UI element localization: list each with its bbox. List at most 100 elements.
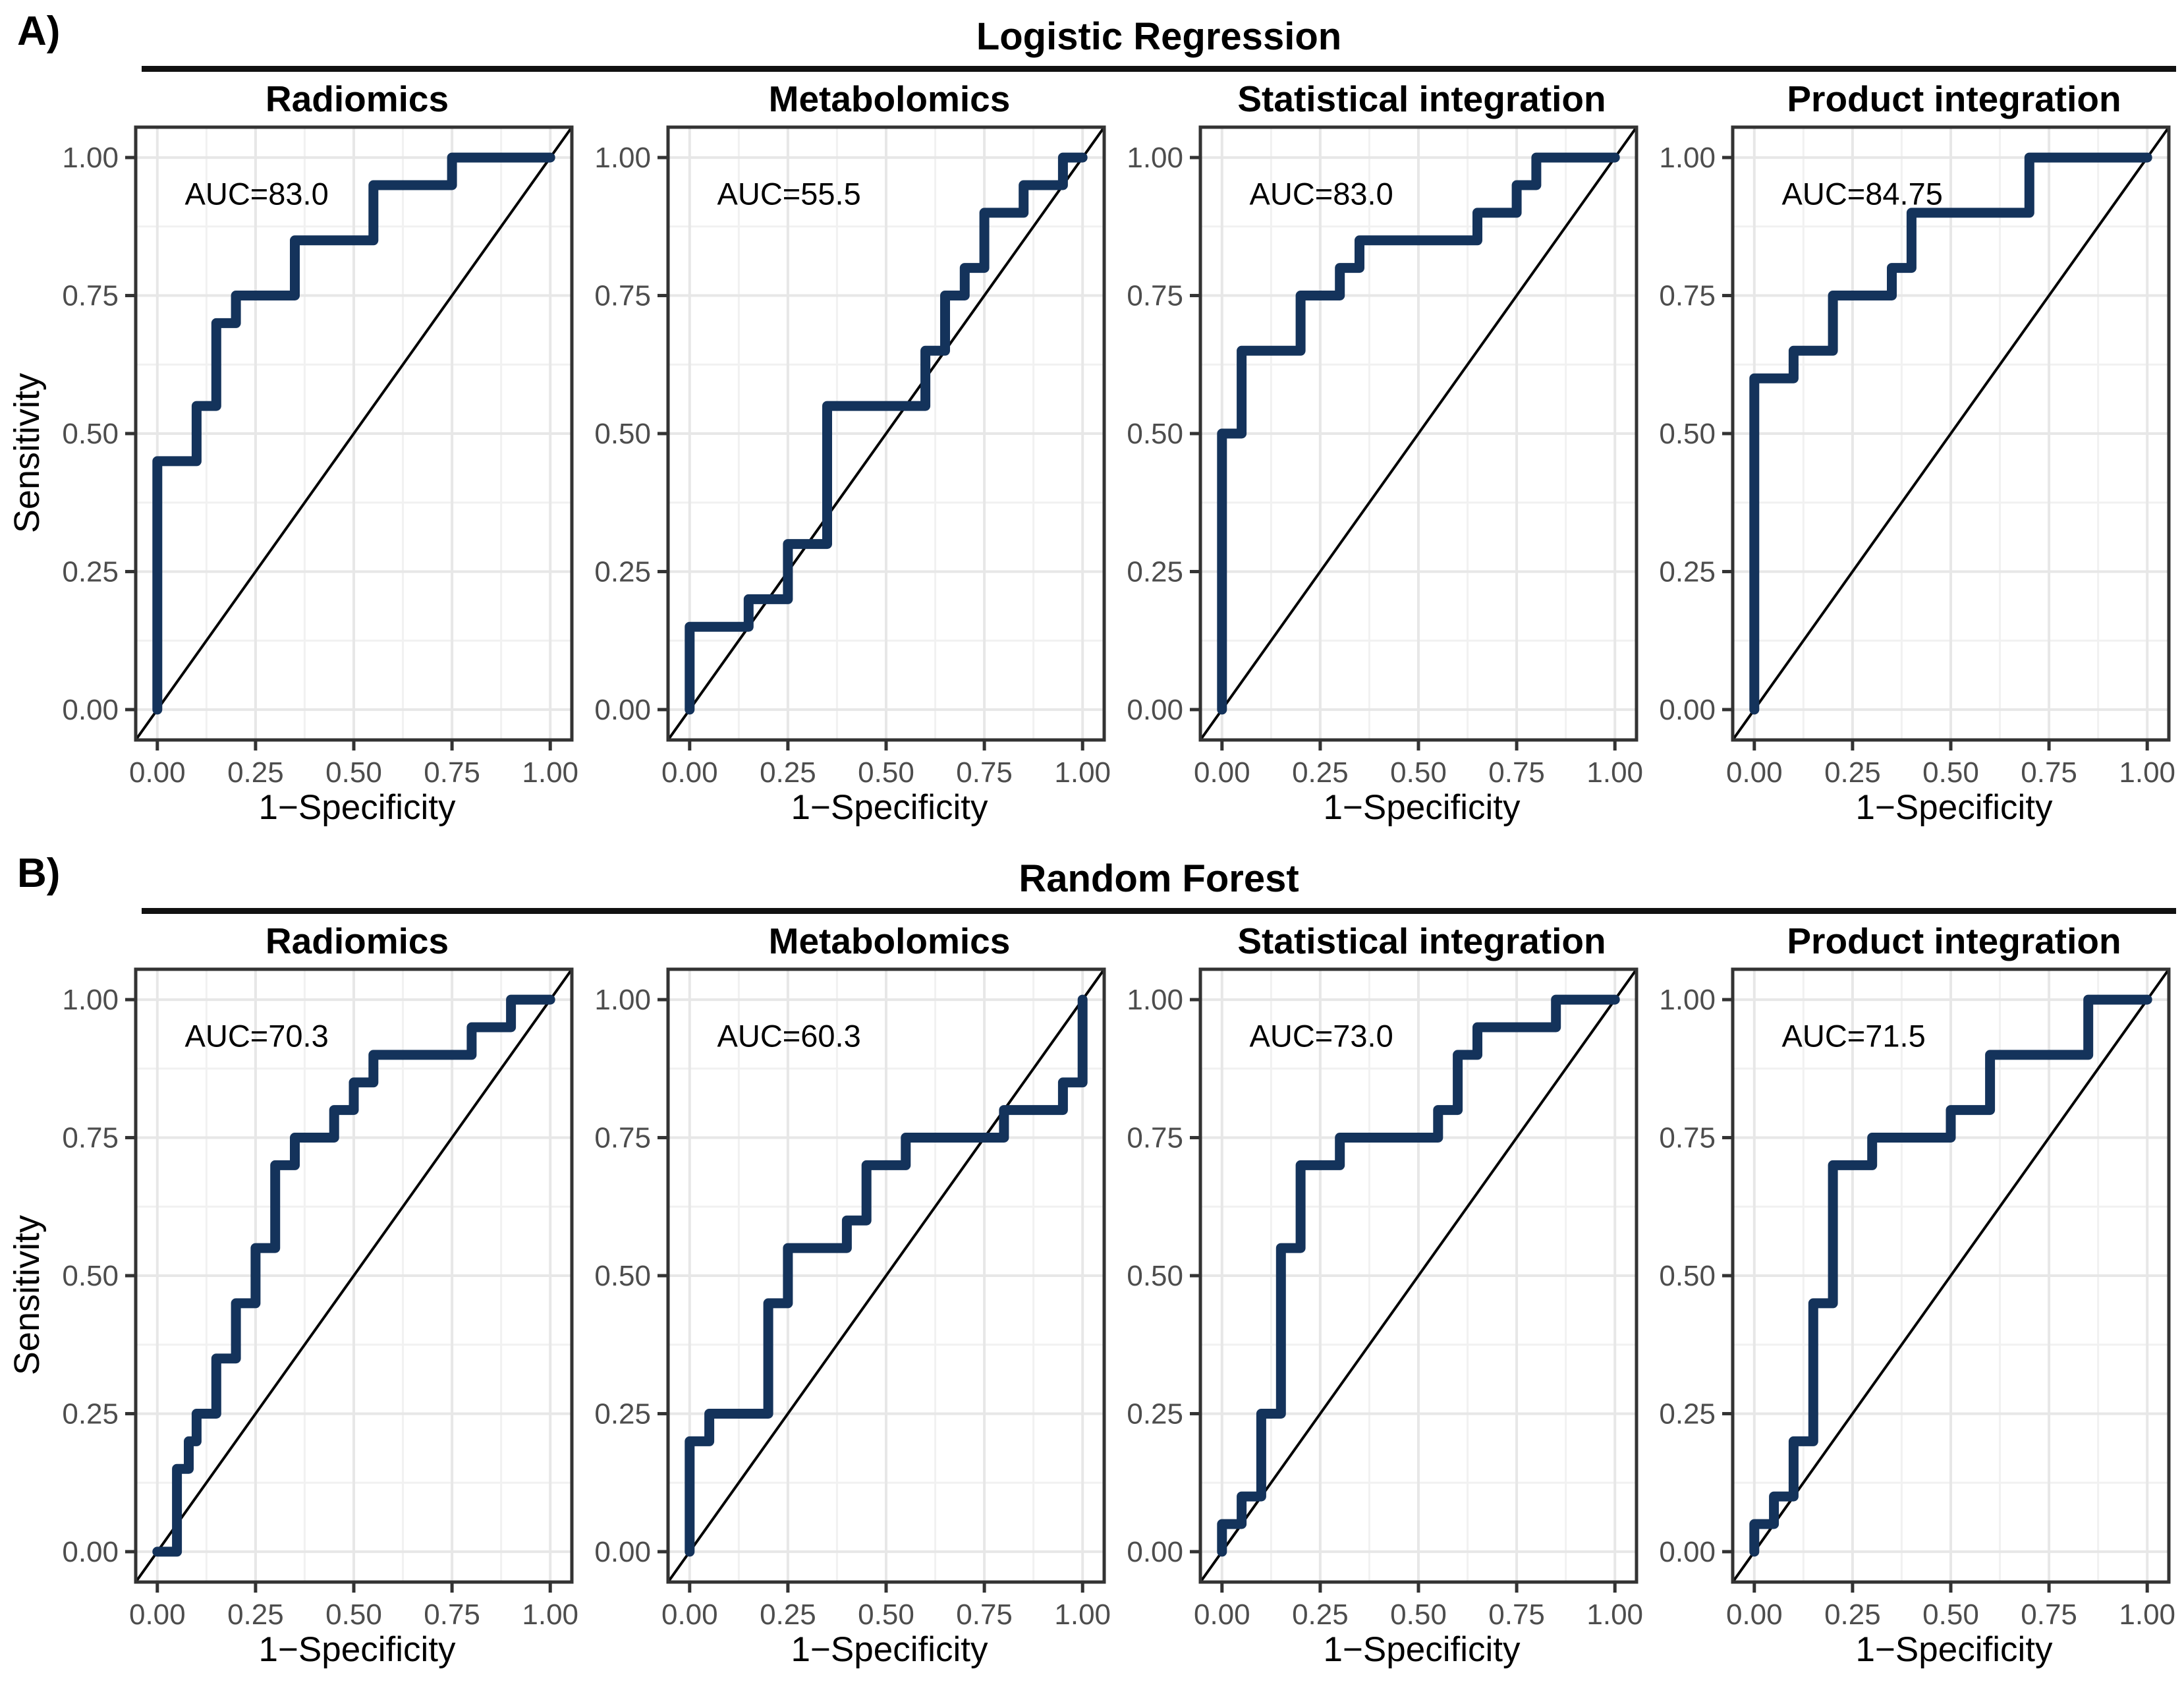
svg-text:0.00: 0.00 bbox=[1659, 1536, 1716, 1568]
svg-text:0.00: 0.00 bbox=[129, 756, 186, 789]
svg-text:0.75: 0.75 bbox=[594, 1122, 651, 1154]
plots-row-b: Sensitivity Radiomics 0.00 0.00 0.25 0.25 0.… bbox=[0, 917, 2184, 1674]
svg-text:1.00: 1.00 bbox=[1586, 756, 1643, 789]
roc-chart-rf-statistical-integration: 0.00 0.00 0.25 0.25 0.50 0.50 0.75 0.75 1.00 1.00… bbox=[1127, 967, 1643, 1631]
svg-text:AUC=71.5: AUC=71.5 bbox=[1782, 1018, 1926, 1053]
svg-text:AUC=73.0: AUC=73.0 bbox=[1250, 1018, 1393, 1053]
svg-text:0.25: 0.25 bbox=[1292, 1599, 1349, 1631]
svg-text:AUC=83.0: AUC=83.0 bbox=[185, 176, 329, 211]
svg-text:1.00: 1.00 bbox=[62, 984, 119, 1016]
y-axis-title: Sensitivity bbox=[7, 1214, 47, 1376]
svg-text:AUC=55.5: AUC=55.5 bbox=[717, 176, 861, 211]
plot-title-lr-metabolomics: Metabolomics bbox=[768, 78, 1011, 119]
svg-text:0.00: 0.00 bbox=[594, 1536, 651, 1568]
plot-title-rf-radiomics: Radiomics bbox=[265, 921, 449, 961]
svg-text:0.25: 0.25 bbox=[1127, 555, 1183, 588]
svg-text:0.50: 0.50 bbox=[1659, 418, 1716, 450]
svg-text:0.50: 0.50 bbox=[858, 1599, 914, 1631]
roc-subplot-lr-statistical-integration: Statistical integration 0.00 0.00 0.25 0.25… bbox=[1116, 74, 1643, 832]
svg-text:0.00: 0.00 bbox=[1194, 1599, 1250, 1631]
svg-text:0.50: 0.50 bbox=[325, 1599, 382, 1631]
svg-text:0.00: 0.00 bbox=[62, 694, 119, 726]
svg-text:1.00: 1.00 bbox=[2119, 1599, 2175, 1631]
plot-title-lr-product-integration: Product integration bbox=[1787, 78, 2121, 119]
x-axis-title: 1−Specificity bbox=[791, 788, 988, 827]
svg-text:AUC=84.75: AUC=84.75 bbox=[1782, 176, 1943, 211]
roc-subplot-lr-product-integration: Product integration 0.00 0.00 0.25 0.25 0.50… bbox=[1648, 74, 2175, 832]
svg-text:0.25: 0.25 bbox=[62, 1398, 119, 1430]
svg-text:1.00: 1.00 bbox=[522, 756, 578, 789]
section-divider-b bbox=[142, 908, 2176, 914]
x-axis-title: 1−Specificity bbox=[791, 1630, 988, 1669]
svg-text:0.75: 0.75 bbox=[1488, 756, 1545, 789]
svg-text:1.00: 1.00 bbox=[522, 1599, 578, 1631]
plot-title-rf-metabolomics: Metabolomics bbox=[768, 921, 1011, 961]
panel-label-a: A) bbox=[17, 9, 61, 54]
svg-text:0.50: 0.50 bbox=[1659, 1260, 1716, 1292]
svg-text:1.00: 1.00 bbox=[1127, 142, 1183, 174]
section-random-forest: B) Random Forest Sensitivity Radiomics 0… bbox=[0, 842, 2184, 1674]
x-axis-title: 1−Specificity bbox=[1855, 1630, 2053, 1669]
svg-text:0.00: 0.00 bbox=[1194, 756, 1250, 789]
svg-text:1.00: 1.00 bbox=[1054, 756, 1111, 789]
svg-text:0.00: 0.00 bbox=[62, 1536, 119, 1568]
svg-text:0.75: 0.75 bbox=[1488, 1599, 1545, 1631]
roc-subplot-lr-radiomics: Sensitivity Radiomics 0.00 0.00 0.25 0.25 0.… bbox=[3, 74, 578, 832]
svg-text:0.50: 0.50 bbox=[325, 756, 382, 789]
svg-text:0.75: 0.75 bbox=[1127, 1122, 1183, 1154]
roc-chart-lr-product-integration: 0.00 0.00 0.25 0.25 0.50 0.50 0.75 0.75 1.00 1.00… bbox=[1659, 125, 2175, 789]
svg-text:0.50: 0.50 bbox=[594, 418, 651, 450]
roc-chart-lr-statistical-integration: 0.00 0.00 0.25 0.25 0.50 0.50 0.75 0.75 1.00 1.00… bbox=[1127, 125, 1643, 789]
svg-text:0.25: 0.25 bbox=[1659, 555, 1716, 588]
plot-title-lr-radiomics: Radiomics bbox=[265, 78, 449, 119]
section-title-logistic-regression: Logistic Regression bbox=[976, 15, 1342, 58]
y-axis-title: Sensitivity bbox=[7, 372, 47, 534]
svg-text:1.00: 1.00 bbox=[1659, 984, 1716, 1016]
svg-text:0.75: 0.75 bbox=[2021, 756, 2077, 789]
svg-text:1.00: 1.00 bbox=[594, 984, 651, 1016]
x-axis-title: 1−Specificity bbox=[258, 788, 456, 827]
svg-text:0.25: 0.25 bbox=[1824, 756, 1881, 789]
svg-text:0.25: 0.25 bbox=[1824, 1599, 1881, 1631]
svg-text:0.50: 0.50 bbox=[594, 1260, 651, 1292]
svg-text:0.25: 0.25 bbox=[62, 555, 119, 588]
svg-text:0.25: 0.25 bbox=[760, 1599, 816, 1631]
plot-title-rf-statistical-integration: Statistical integration bbox=[1237, 921, 1606, 961]
roc-chart-lr-radiomics: 0.00 0.00 0.25 0.25 0.50 0.50 0.75 0.75 1.00 1.00… bbox=[62, 125, 578, 789]
roc-subplot-rf-statistical-integration: Statistical integration 0.00 0.00 0.25 0.25… bbox=[1116, 917, 1643, 1674]
svg-text:0.00: 0.00 bbox=[1726, 756, 1783, 789]
svg-text:0.25: 0.25 bbox=[1127, 1398, 1183, 1430]
roc-subplot-rf-radiomics: Sensitivity Radiomics 0.00 0.00 0.25 0.25 0.… bbox=[3, 917, 578, 1674]
svg-text:0.00: 0.00 bbox=[661, 1599, 718, 1631]
svg-text:0.75: 0.75 bbox=[956, 756, 1013, 789]
y-axis-title-slot: Sensitivity bbox=[3, 74, 51, 832]
svg-text:0.50: 0.50 bbox=[1127, 1260, 1183, 1292]
svg-text:0.00: 0.00 bbox=[1659, 694, 1716, 726]
svg-text:0.75: 0.75 bbox=[956, 1599, 1013, 1631]
svg-text:0.75: 0.75 bbox=[594, 280, 651, 312]
svg-text:0.25: 0.25 bbox=[594, 1398, 651, 1430]
section-divider-a bbox=[142, 66, 2176, 72]
section-title-random-forest: Random Forest bbox=[1019, 857, 1299, 900]
roc-chart-rf-product-integration: 0.00 0.00 0.25 0.25 0.50 0.50 0.75 0.75 1.00 1.00… bbox=[1659, 967, 2175, 1631]
svg-text:0.00: 0.00 bbox=[1726, 1599, 1783, 1631]
svg-text:0.50: 0.50 bbox=[62, 1260, 119, 1292]
section-logistic-regression: A) Logistic Regression Sensitivity Radio… bbox=[0, 0, 2184, 832]
roc-chart-rf-metabolomics: 0.00 0.00 0.25 0.25 0.50 0.50 0.75 0.75 1.00 1.00… bbox=[594, 967, 1111, 1631]
svg-text:0.50: 0.50 bbox=[1922, 1599, 1979, 1631]
roc-chart-rf-radiomics: 0.00 0.00 0.25 0.25 0.50 0.50 0.75 0.75 1.00 1.00… bbox=[62, 967, 578, 1631]
x-axis-title: 1−Specificity bbox=[1323, 788, 1521, 827]
svg-text:1.00: 1.00 bbox=[62, 142, 119, 174]
svg-text:1.00: 1.00 bbox=[1054, 1599, 1111, 1631]
roc-chart-lr-metabolomics: 0.00 0.00 0.25 0.25 0.50 0.50 0.75 0.75 1.00 1.00… bbox=[594, 125, 1111, 789]
svg-text:0.50: 0.50 bbox=[858, 756, 914, 789]
svg-text:0.75: 0.75 bbox=[62, 280, 119, 312]
svg-text:0.50: 0.50 bbox=[1390, 1599, 1447, 1631]
svg-text:0.75: 0.75 bbox=[1659, 280, 1716, 312]
svg-text:0.25: 0.25 bbox=[1292, 756, 1349, 789]
svg-text:0.00: 0.00 bbox=[594, 694, 651, 726]
svg-text:1.00: 1.00 bbox=[2119, 756, 2175, 789]
y-axis-title-slot: Sensitivity bbox=[3, 917, 51, 1674]
svg-text:0.00: 0.00 bbox=[1127, 694, 1183, 726]
